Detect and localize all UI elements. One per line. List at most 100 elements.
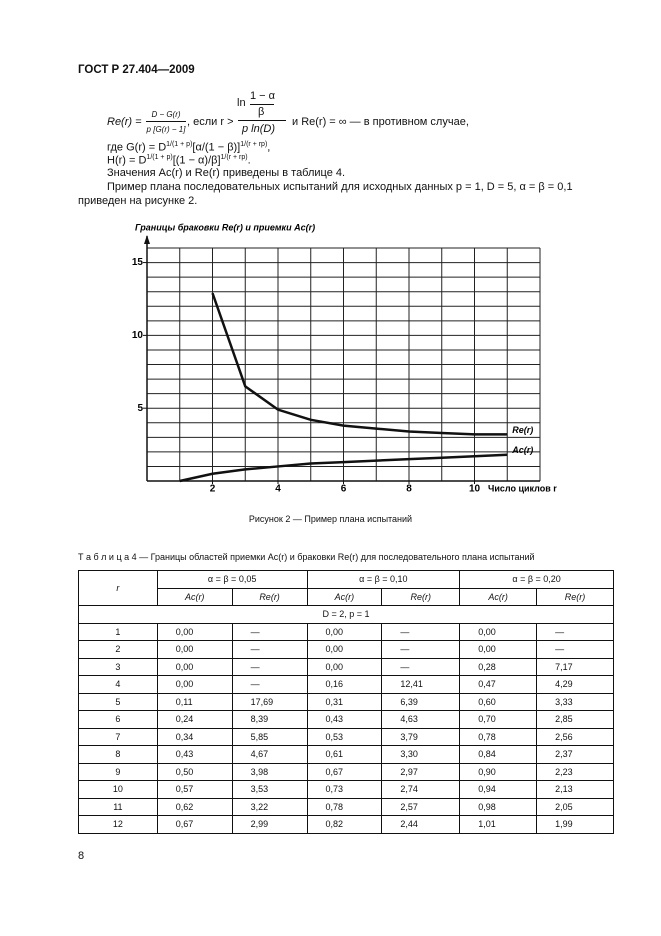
cell: — (231, 640, 308, 659)
cell: 3,33 (536, 692, 614, 711)
x-tick-label: 4 (275, 484, 281, 495)
cell: 0,94 (459, 780, 538, 799)
cell: 0,00 (156, 657, 233, 676)
definition: где G(r) = D1/(1 + p)[α/(1 − β)]1/(r + r… (107, 141, 270, 154)
x-tick-label: 10 (469, 484, 481, 495)
cell: 0,28 (459, 657, 538, 676)
cell: — (536, 622, 614, 641)
header: ГОСТ Р 27.404—2009 (78, 64, 195, 76)
cell: 0,00 (156, 640, 233, 659)
caption: Рисунок 2 — Пример плана испытаний (248, 514, 413, 524)
text: [α/(1 − β)] (192, 141, 241, 154)
cell: — (231, 675, 308, 694)
frac-den: β (258, 106, 265, 118)
header-cell: α = β = 0,20 (459, 570, 614, 589)
cell: 2,05 (536, 797, 614, 816)
cell: 0,78 (459, 727, 538, 746)
cell: 4,29 (536, 675, 614, 694)
row: 12 0,67 2,99 0,82 2,44 1,01 1,99 (78, 815, 614, 834)
cell: 2 (78, 640, 158, 659)
cell: 0,34 (156, 727, 233, 746)
cell: 9 (78, 762, 158, 781)
cell: 0,43 (306, 710, 383, 729)
cell: 4,63 (381, 710, 461, 729)
row: 1 0,00—0,00—0,00— (78, 622, 614, 641)
cell: 0,53 (306, 727, 383, 746)
cell: 3,79 (381, 727, 461, 746)
cell: 0,16 (306, 675, 383, 694)
frac-den: p ln(D) (242, 123, 276, 135)
header-cell: α = β = 0,05 (156, 570, 308, 589)
cell: 0,90 (459, 762, 538, 781)
text: , (267, 141, 271, 154)
paragraph: Пример плана последовательных испытаний … (78, 181, 573, 207)
frac-bar (250, 104, 274, 105)
cell: 0,00 (156, 622, 233, 641)
sup: 1/(1 + p) (166, 141, 193, 148)
axis-arrow (144, 235, 150, 244)
text: H(r) = D (107, 154, 147, 167)
sup: 1/(1 + p) (146, 154, 173, 161)
cell: 0,24 (156, 710, 233, 729)
cell: — (381, 622, 461, 641)
cell: 0,00 (306, 640, 383, 659)
series-label: Re(r) (512, 425, 533, 435)
cell: 5 (78, 692, 158, 711)
x-tick-label: 8 (406, 484, 412, 495)
cell: 0,11 (156, 692, 233, 711)
y-axis-label: Границы браковки Re(r) и приемки Ac(r) (135, 222, 315, 232)
cell: 12 (78, 815, 158, 834)
table-title: Т а б л и ц а 4 — Границы областей прием… (78, 552, 535, 562)
sup: 1/(r + rp) (220, 154, 248, 161)
cell: 0,70 (459, 710, 538, 729)
cell: 0,57 (156, 780, 233, 799)
row: 10 0,57 3,53 0,73 2,74 0,94 2,13 (78, 780, 614, 799)
cell: 3,98 (231, 762, 308, 781)
cell: 2,99 (231, 815, 308, 834)
frac-num: D − G(r) (151, 110, 181, 119)
cell: — (381, 640, 461, 659)
frac-bar (146, 121, 186, 122)
cell: 17,69 (231, 692, 308, 711)
page-number: 8 (78, 850, 85, 862)
text: [(1 − α)/β] (172, 154, 221, 167)
formula-ln: ln (237, 97, 246, 109)
y-tick-label: 5 (137, 403, 143, 414)
cell: 0,60 (459, 692, 538, 711)
cell: 0,82 (306, 815, 383, 834)
row: 2 0,00—0,00—0,00— (78, 640, 614, 659)
x-tick-label: 6 (341, 484, 347, 495)
cell: 3 (78, 657, 158, 676)
paragraph: Значения Ac(r) и Re(r) приведены в табли… (107, 167, 346, 179)
cell: 0,00 (156, 675, 233, 694)
cell: 2,44 (381, 815, 461, 834)
frac-den: p [G(r) − 1] (146, 125, 186, 134)
cell: 1,99 (536, 815, 614, 834)
cell: — (231, 657, 308, 676)
cell: 10 (78, 780, 158, 799)
cell: 12,41 (381, 675, 461, 694)
frac-bar (238, 120, 286, 121)
cell: 2,23 (536, 762, 614, 781)
cell: 0,43 (156, 745, 233, 764)
row: 7 0,34 5,85 0,53 3,79 0,78 2,56 (78, 727, 614, 746)
cell: 4,67 (231, 745, 308, 764)
cell: 8,39 (231, 710, 308, 729)
header-cell: r (78, 570, 158, 606)
cell: 0,47 (459, 675, 538, 694)
cell: 4 (78, 675, 158, 694)
cell: 7,17 (536, 657, 614, 676)
cell: 0,67 (306, 762, 383, 781)
line (179, 453, 508, 483)
cell: 6 (78, 710, 158, 729)
header-cell: Ac(r) (459, 587, 538, 606)
cell: 5,85 (231, 727, 308, 746)
formula-rest: и Re(r) = ∞ — в противном случае, (292, 116, 469, 128)
row: 8 0,43 4,67 0,61 3,30 0,84 2,37 (78, 745, 614, 764)
cell: 0,31 (306, 692, 383, 711)
formula-cond: , если r > (187, 116, 234, 128)
cell: 0,00 (306, 657, 383, 676)
cell: 1 (78, 622, 158, 641)
definition: H(r) = D1/(1 + p)[(1 − α)/β]1/(r + rp). (107, 154, 251, 167)
